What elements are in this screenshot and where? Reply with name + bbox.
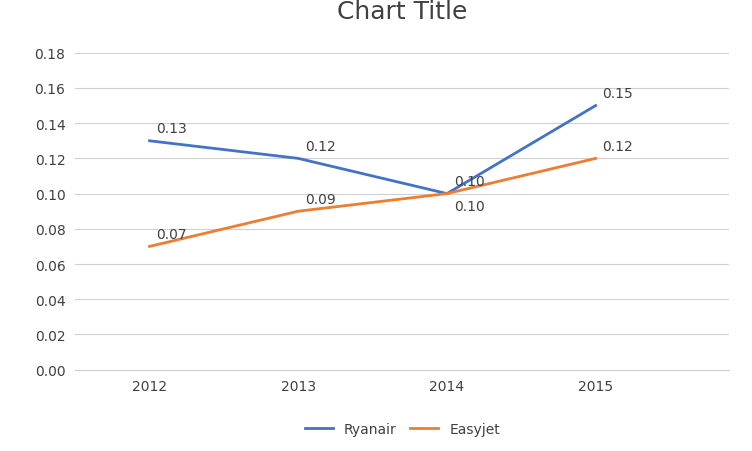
Ryanair [442,192,451,197]
Text: 0.13: 0.13 [156,122,187,136]
Line: Ryanair: Ryanair [150,106,596,194]
Easyjet [442,192,451,197]
Text: 0.12: 0.12 [602,139,633,153]
Text: 0.10: 0.10 [454,200,484,214]
Line: Easyjet: Easyjet [150,159,596,247]
Easyjet [294,209,303,214]
Ryanair [294,156,303,162]
Text: 0.15: 0.15 [602,87,633,101]
Text: 0.09: 0.09 [305,192,336,206]
Title: Chart Title: Chart Title [337,0,468,24]
Ryanair [591,104,600,109]
Text: 0.07: 0.07 [156,227,187,241]
Legend: Ryanair, Easyjet: Ryanair, Easyjet [299,417,505,442]
Easyjet [591,156,600,162]
Ryanair [145,139,154,144]
Text: 0.12: 0.12 [305,139,336,153]
Text: 0.10: 0.10 [454,175,484,189]
Easyjet [145,244,154,249]
